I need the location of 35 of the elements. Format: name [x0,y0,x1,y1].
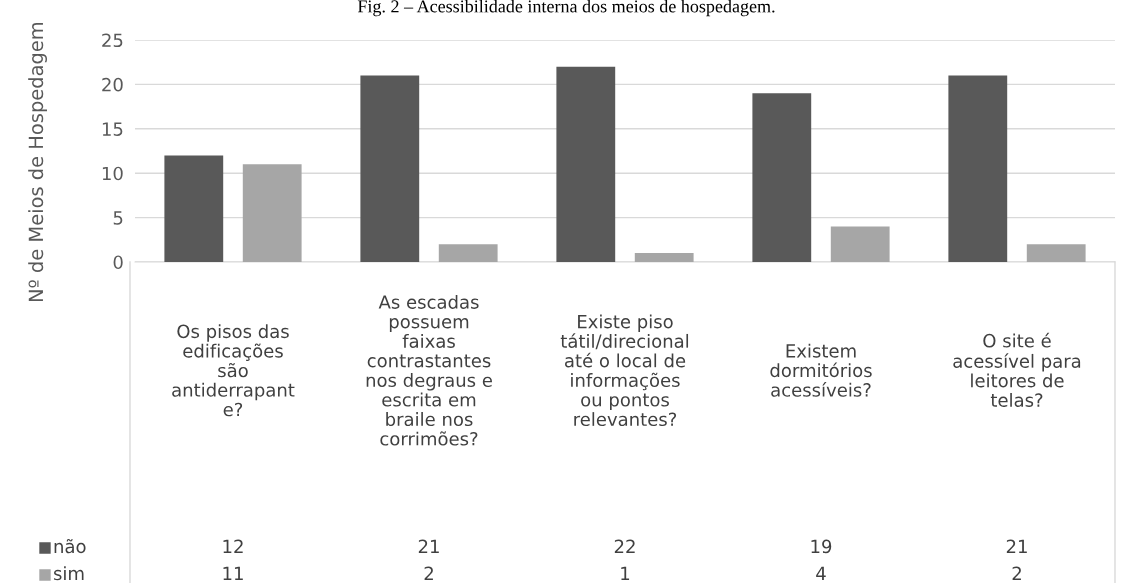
data-label: 19 [811,539,832,554]
bar [242,164,302,262]
bar [1026,244,1086,262]
x-tick-label: Os pisos das edificações são antiderrapant e? [172,324,295,417]
bar [634,253,694,262]
data-label: 2 [1012,566,1021,580]
bar [948,75,1008,262]
x-tick-label: Existem dormitórios acessíveis? [770,343,872,397]
data-label: 21 [418,539,439,553]
bar [438,244,498,262]
bar [752,93,812,262]
data-label: 1 [621,566,630,580]
bar [556,66,616,262]
y-tick-label: 15 [102,122,123,136]
y-tick-label: 10 [102,166,123,181]
y-tick-label: 5 [113,211,123,225]
legend-label: não [54,538,86,554]
data-label: 22 [614,539,635,553]
bar [830,226,890,262]
data-label: 21 [1006,539,1027,553]
y-tick-label: 20 [102,77,123,92]
bar [164,155,224,262]
y-tick-label: 25 [102,33,123,48]
y-tick-label: 0 [113,255,123,270]
legend-label: sim [53,566,84,581]
bar [360,75,420,262]
x-tick-label: As escadas possuem faixas contrastantes nos degraus e escrita em braile nos corrimões? [366,294,492,446]
chart-title: Fig. 2 – Acessibilidade interna dos meios de hospedagem. [357,0,775,17]
data-label: 4 [816,566,826,580]
data-label: 12 [223,539,243,553]
x-tick-label: O site é acessível para leitores de telas? [953,332,1081,407]
data-label: 11 [223,566,243,580]
y-axis-title: Nº de Meios de Hospedagem [28,22,47,302]
x-tick-label: Existe piso tátil/direcional até o local de informações ou pontos relevantes? [560,314,689,427]
data-label: 2 [424,566,433,580]
